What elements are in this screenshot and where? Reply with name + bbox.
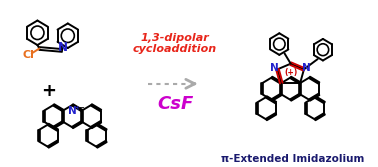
Text: π-Extended Imidazolium: π-Extended Imidazolium (221, 154, 364, 164)
Text: N: N (270, 63, 279, 73)
Text: Cl: Cl (22, 50, 34, 60)
Text: +: + (74, 105, 80, 111)
Text: N: N (68, 106, 77, 116)
Text: CsF: CsF (157, 95, 193, 113)
Text: (+): (+) (284, 68, 297, 77)
Text: −: − (77, 103, 85, 113)
Text: N: N (58, 41, 68, 54)
Text: 1,3-dipolar: 1,3-dipolar (141, 33, 209, 43)
Text: cycloaddition: cycloaddition (133, 44, 217, 54)
Text: +: + (41, 82, 56, 100)
Text: N: N (302, 63, 311, 73)
